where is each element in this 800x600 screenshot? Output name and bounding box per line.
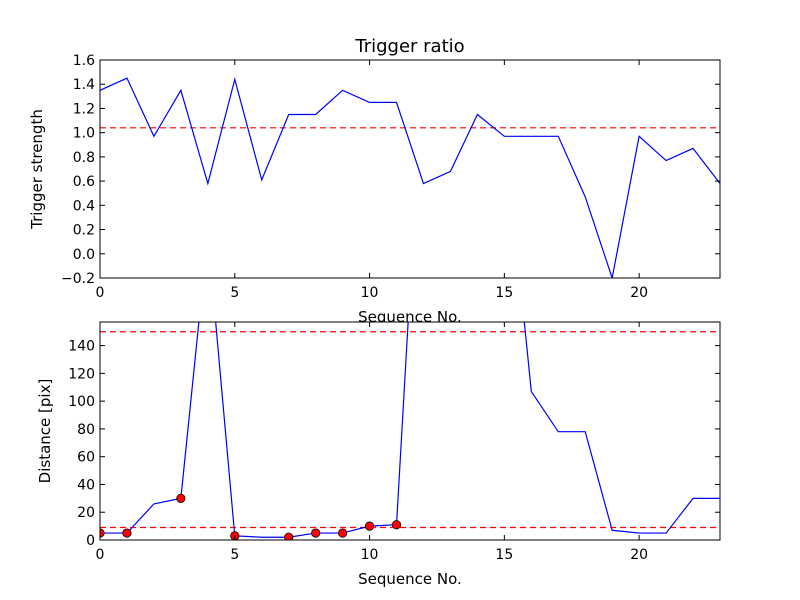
y-tick-label: 60 bbox=[77, 450, 95, 466]
y-tick-label: 40 bbox=[77, 477, 95, 493]
y-tick-label: 0.2 bbox=[73, 223, 95, 239]
plot-area bbox=[100, 322, 720, 540]
y-tick-label: 0.0 bbox=[73, 247, 95, 263]
y-tick-label: 1.6 bbox=[73, 53, 95, 69]
x-tick-label: 15 bbox=[495, 547, 513, 563]
x-tick-label: 5 bbox=[230, 285, 239, 301]
y-tick-label: −0.2 bbox=[61, 271, 95, 287]
y-tick-label: 20 bbox=[77, 505, 95, 521]
data-point bbox=[311, 528, 321, 538]
axes-frame bbox=[99, 59, 721, 279]
y-tick-label: 0 bbox=[86, 533, 95, 549]
data-point bbox=[338, 528, 348, 538]
y-axis-label: Trigger strength bbox=[28, 109, 46, 230]
x-tick-label: 10 bbox=[361, 285, 379, 301]
data-point bbox=[284, 532, 294, 540]
y-tick-label: 0.4 bbox=[73, 198, 95, 214]
top-subplot: 0 5 10 15 20 −0.2 0.0 0.2 0.4 0.6 0.8 1.0 1.2 1.4 1.6 T… bbox=[28, 36, 721, 326]
bottom-subplot: 0 5 10 15 20 0 20 40 60 80 100 120 140 Sequence No. Di… bbox=[36, 321, 721, 588]
x-tick-label: 0 bbox=[96, 285, 105, 301]
data-point bbox=[176, 493, 186, 503]
x-tick-label: 20 bbox=[630, 285, 648, 301]
y-tick-label: 140 bbox=[68, 339, 95, 355]
x-tick-label: 5 bbox=[230, 547, 239, 563]
series-line bbox=[100, 322, 720, 538]
plot-area bbox=[100, 60, 720, 278]
series-line bbox=[100, 77, 720, 278]
x-tick-label: 0 bbox=[96, 547, 105, 563]
data-point bbox=[122, 528, 132, 538]
y-tick-label: 0.8 bbox=[73, 150, 95, 166]
y-tick-label: 1.4 bbox=[73, 77, 95, 93]
y-tick-label: 1.2 bbox=[73, 101, 95, 117]
x-tick-label: 15 bbox=[495, 285, 513, 301]
y-tick-label: 0.6 bbox=[73, 174, 95, 190]
y-tick-label: 120 bbox=[68, 366, 95, 382]
y-tick-label: 1.0 bbox=[73, 126, 95, 142]
chart-title: Trigger ratio bbox=[354, 36, 464, 57]
x-axis-label: Sequence No. bbox=[358, 570, 462, 588]
axes-frame bbox=[99, 321, 721, 541]
x-tick-label: 10 bbox=[361, 547, 379, 563]
x-tick-label: 20 bbox=[630, 547, 648, 563]
data-point bbox=[391, 520, 402, 530]
y-axis-label: Distance [pix] bbox=[36, 379, 54, 484]
y-tick-label: 80 bbox=[77, 422, 95, 438]
data-point bbox=[364, 521, 375, 531]
y-tick-label: 100 bbox=[68, 394, 95, 410]
